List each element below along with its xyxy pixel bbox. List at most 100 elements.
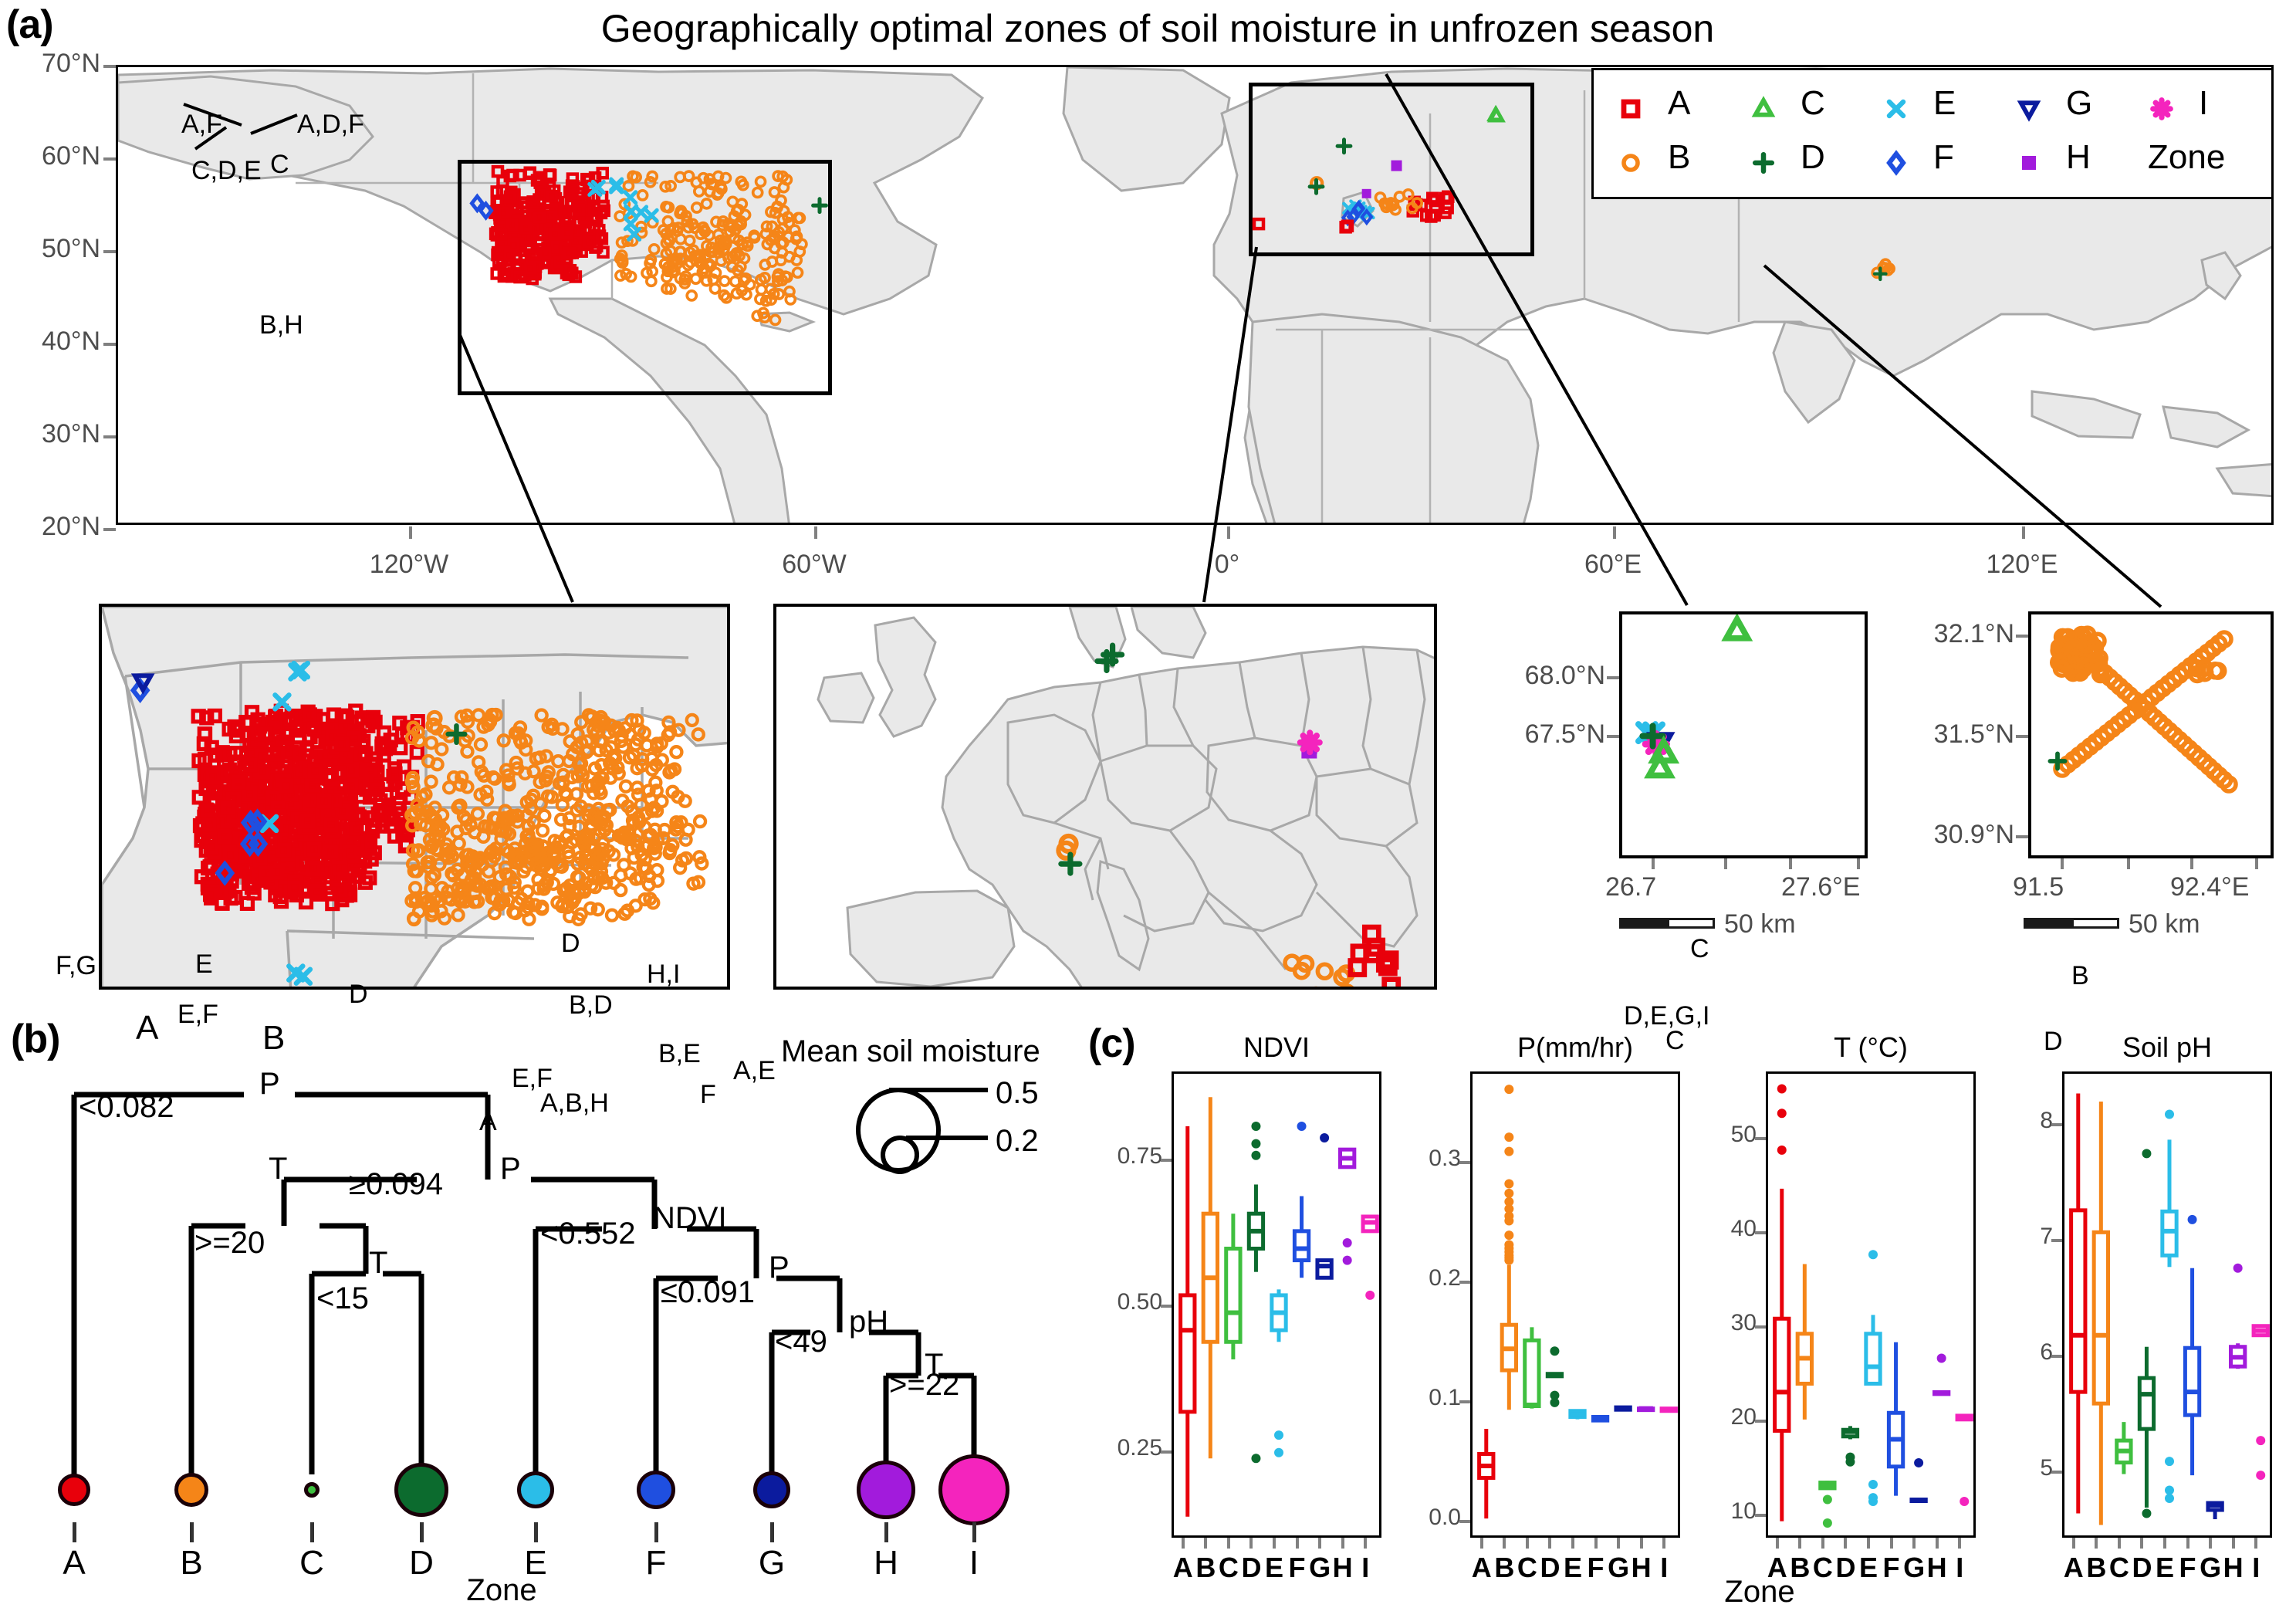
zone-axis-label-g: G bbox=[758, 1544, 786, 1582]
boxplot-y-tick-label: 0.2 bbox=[1429, 1265, 1461, 1291]
world-lat-tick-label: 60°N bbox=[42, 141, 100, 171]
zone-bubble-i[interactable] bbox=[938, 1454, 1009, 1525]
boxplot-y-tick bbox=[1161, 1450, 1172, 1454]
legend-item-a[interactable]: A bbox=[1608, 84, 1739, 130]
inset-us-points bbox=[130, 660, 709, 986]
map-annotation-label: A,E bbox=[733, 1056, 776, 1085]
zone-bubble-h[interactable] bbox=[857, 1461, 915, 1519]
zone-bubble-f[interactable] bbox=[637, 1471, 675, 1509]
boxplot-box-f bbox=[1591, 1414, 1610, 1423]
map-annotation-label: B,D bbox=[569, 990, 613, 1020]
tree-node-n5: NDVI bbox=[653, 1201, 727, 1235]
zone-bubble-g[interactable] bbox=[753, 1471, 790, 1508]
boxplot-box-c bbox=[1818, 1481, 1837, 1528]
legend-item-b[interactable]: B bbox=[1608, 138, 1739, 184]
boxplot-x-label-e: E bbox=[1264, 1552, 1283, 1583]
boxplot-x-label-h: H bbox=[1332, 1552, 1353, 1583]
world-lat-tick-label: 70°N bbox=[42, 49, 100, 78]
inset-finland-points bbox=[1635, 614, 1753, 779]
boxplot-x-label-g: G bbox=[2200, 1552, 2222, 1583]
bubble-size-key-large-label: 0.5 bbox=[996, 1076, 1039, 1110]
boxplot-box-a bbox=[1178, 1125, 1197, 1517]
panel-c-tag: (c) bbox=[1088, 1021, 1136, 1066]
tree-edge-e3: >=20 bbox=[194, 1226, 265, 1260]
map-annotation-label: C,D,E bbox=[191, 156, 262, 185]
world-lat-tick bbox=[103, 157, 116, 161]
world-lon-tick bbox=[814, 526, 817, 539]
finland-lat-tick bbox=[1607, 735, 1619, 738]
tree-node-root: P bbox=[259, 1067, 280, 1101]
boxplot-x-tick bbox=[1662, 1538, 1666, 1549]
map-annotation-label: A bbox=[136, 1009, 159, 1047]
boxplot-x-label-b: B bbox=[1790, 1552, 1811, 1583]
legend-item-i[interactable]: I bbox=[2139, 84, 2270, 130]
boxplot-box-c bbox=[1523, 1327, 1541, 1409]
world-map-leader-lines bbox=[183, 103, 298, 151]
boxplot-x-label-b: B bbox=[1195, 1552, 1216, 1583]
zone-axis-tick bbox=[884, 1522, 888, 1542]
boxplot-x-label-g: G bbox=[1608, 1552, 1630, 1583]
legend-title: Zone bbox=[2148, 138, 2226, 176]
boxplot-x-tick bbox=[1821, 1538, 1824, 1549]
boxplot-y-tick bbox=[1161, 1305, 1172, 1308]
inset-map-europe[interactable] bbox=[773, 604, 1437, 990]
boxplot-box-h bbox=[2229, 1263, 2247, 1369]
boxplot-x-label-i: I bbox=[1361, 1552, 1370, 1583]
world-lat-tick-label: 20°N bbox=[42, 512, 100, 541]
boxplot-x-tick bbox=[1912, 1538, 1916, 1549]
tibet-lon-tick bbox=[2255, 858, 2258, 869]
legend-item-c[interactable]: C bbox=[1740, 84, 1872, 130]
map-annotation-label: E,F bbox=[512, 1064, 553, 1093]
legend-label-i: I bbox=[2199, 84, 2209, 122]
world-lat-tick-label: 50°N bbox=[42, 234, 100, 263]
legend-label-e: E bbox=[1933, 84, 1956, 122]
legend-item-d[interactable]: D bbox=[1740, 138, 1872, 184]
boxplot-panel-t-c-[interactable] bbox=[1766, 1071, 1976, 1538]
boxplot-x-tick bbox=[1364, 1538, 1368, 1549]
boxplot-x-label-d: D bbox=[1241, 1552, 1262, 1583]
boxplot-x-tick bbox=[1341, 1538, 1344, 1549]
boxplot-box-h bbox=[1932, 1353, 1951, 1396]
boxplot-y-tick bbox=[1755, 1137, 1766, 1141]
zone-bubble-d[interactable] bbox=[394, 1463, 448, 1517]
boxplot-y-tick-label: 40 bbox=[1730, 1216, 1757, 1242]
legend-label-h: H bbox=[2066, 138, 2091, 176]
boxplot-panel-ndvi[interactable] bbox=[1172, 1071, 1381, 1538]
map-annotation-label: B bbox=[2071, 961, 2089, 990]
legend-item-e[interactable]: E bbox=[1873, 84, 2004, 130]
zone-bubble-a[interactable] bbox=[58, 1474, 90, 1506]
boxplot-y-tick-label: 8 bbox=[2040, 1108, 2053, 1134]
boxplot-box-b bbox=[1500, 1085, 1518, 1410]
boxplot-x-label-i: I bbox=[2252, 1552, 2260, 1583]
boxplot-box-a bbox=[1773, 1084, 1791, 1522]
scalebar-tibet-label: 50 km bbox=[2129, 909, 2200, 939]
panel-b-tag: (b) bbox=[11, 1017, 60, 1061]
zone-bubble-b[interactable] bbox=[174, 1473, 208, 1507]
legend-item-g[interactable]: G bbox=[2006, 84, 2137, 130]
zone-bubble-e[interactable] bbox=[517, 1471, 554, 1508]
boxplot-box-g bbox=[2206, 1501, 2224, 1520]
legend-item-h[interactable]: H bbox=[2006, 138, 2137, 184]
boxplot-x-label-f: F bbox=[2179, 1552, 2196, 1583]
boxplot-box-d bbox=[1841, 1426, 1860, 1467]
zone-bubble-c[interactable] bbox=[304, 1482, 320, 1498]
tree-node-n6: P bbox=[769, 1251, 790, 1285]
map-annotation-label: D bbox=[2044, 1027, 2063, 1056]
legend-item-f[interactable]: F bbox=[1873, 138, 2004, 184]
boxplot-title: T (°C) bbox=[1834, 1031, 1908, 1063]
boxplot-x-label-e: E bbox=[1563, 1552, 1582, 1583]
boxplot-x-tick bbox=[1935, 1538, 1939, 1549]
tibet-lat-tick-label: 31.5°N bbox=[1933, 719, 2014, 749]
boxplot-y-tick bbox=[1459, 1281, 1470, 1285]
legend-label-a: A bbox=[1668, 84, 1691, 122]
boxplot-panel-soil-ph[interactable] bbox=[2062, 1071, 2272, 1538]
legend-marker-plus-icon bbox=[1752, 151, 1775, 174]
boxplot-x-tick bbox=[2117, 1538, 2121, 1549]
boxplot-panel-p-mm-hr-[interactable] bbox=[1470, 1071, 1680, 1538]
inset-europe-points bbox=[1056, 642, 1402, 987]
inset-map-us[interactable] bbox=[99, 604, 730, 990]
boxplot-x-label-h: H bbox=[1926, 1552, 1947, 1583]
inset-map-tibet[interactable] bbox=[2028, 611, 2274, 858]
map-legend[interactable]: A C E G I B D F H Zone bbox=[1591, 68, 2274, 199]
inset-map-finland[interactable] bbox=[1619, 611, 1868, 858]
